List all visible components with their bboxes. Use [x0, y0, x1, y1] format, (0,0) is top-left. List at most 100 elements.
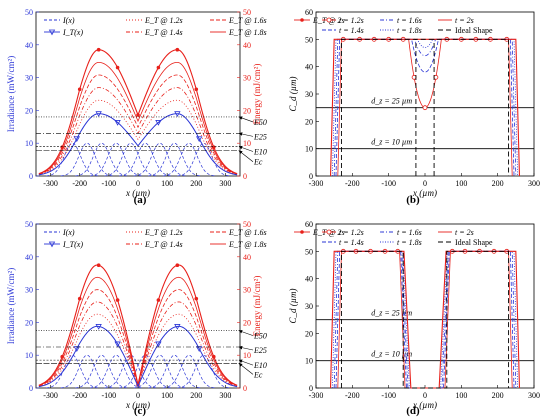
- chart-layer: -300 -200 -100 0 100 200 300010203040500102030…: [6, 8, 540, 410]
- x-tick-label-b: -100: [381, 179, 396, 188]
- x-tick-label-a: 0: [136, 179, 140, 188]
- x-tick-label-c: 0: [136, 391, 140, 400]
- y-tick-label-b: 0: [309, 172, 313, 181]
- energy-marker-a: [211, 145, 216, 150]
- cure-depth-curve-t1.8s-b: [331, 38, 519, 177]
- energy-marker-c: [115, 298, 120, 302]
- threshold-label-E25-c: E25: [253, 346, 267, 355]
- y2-tick-label-a: 50: [243, 8, 251, 17]
- legend-label-d: t = 1.6s: [397, 228, 422, 237]
- y2-tick-label-c: 20: [243, 318, 251, 327]
- irradiance-marker-a: [73, 136, 80, 143]
- x-tick-label-a: 300: [219, 179, 231, 188]
- x-tick-label-a: -200: [72, 179, 87, 188]
- x-tick-label-d: 300: [528, 391, 540, 400]
- irradiance-marker-c: [174, 324, 181, 330]
- x-tick-label-a: 100: [161, 179, 173, 188]
- beamlet-curve-a: [162, 142, 216, 177]
- x-tick-label-a: -100: [102, 179, 117, 188]
- irradiance-marker-c: [114, 341, 121, 348]
- threshold-label-E25-a: E25: [253, 132, 267, 141]
- y-tick-label-c: 10: [25, 351, 33, 360]
- legend-label-d: t = 1.4s: [339, 238, 364, 247]
- plot-frame-b: [315, 11, 535, 177]
- y-axis-label-d: C_d (µm): [288, 289, 298, 324]
- legend-marker-b: [326, 17, 332, 23]
- y-tick-label-d: 10: [305, 357, 313, 366]
- y2-axis-label-a: Energy (mJ/cm²): [252, 64, 262, 125]
- legend-label-a: E_T @ 1.6s: [228, 16, 267, 25]
- y2-tick-label-a: 0: [243, 172, 247, 181]
- energy-marker-c: [194, 296, 199, 301]
- beamlet-curve-a: [104, 142, 157, 177]
- x-tick-label-b: 0: [423, 179, 427, 188]
- x-tick-label-c: 100: [161, 391, 173, 400]
- legend-label-a: E_T @ 1.2s: [144, 16, 183, 25]
- irradiance-marker-c: [196, 346, 203, 353]
- threshold-arrow-E25-c: [238, 345, 254, 351]
- legend-label-b: t = 1.8s: [397, 26, 422, 35]
- legend-label-d: Ideal Shape: [455, 238, 493, 247]
- threshold-label-E10-c: E10: [253, 361, 267, 370]
- legend-marker-c: [48, 241, 56, 248]
- energy-curve-E_T-2s-c: [38, 264, 238, 386]
- y-axis-label-b: C_d (µm): [288, 77, 298, 112]
- energy-marker-c: [77, 296, 82, 301]
- y-tick-label-d: 20: [305, 329, 313, 338]
- energy-marker-a: [175, 47, 180, 52]
- legend-marker-a: [300, 18, 304, 22]
- legend-label-d: t = 1.2s: [339, 228, 364, 237]
- y-tick-label-c: 0: [29, 384, 33, 393]
- legend-marker-c: [300, 230, 304, 234]
- threshold-arrow-E10-c: [238, 359, 254, 366]
- x-tick-label-d: -300: [309, 391, 324, 400]
- irradiance-marker-c: [73, 346, 80, 353]
- energy-curve-E_T-1.2s-c: [38, 313, 238, 388]
- legend-label-a: E_T @ 1.8s: [228, 28, 267, 37]
- y2-tick-label-a: 10: [243, 139, 251, 148]
- y-tick-label-a: 0: [29, 172, 33, 181]
- y2-tick-label-a: 40: [243, 41, 251, 50]
- irradiance-marker-c: [155, 341, 162, 348]
- beamlet-curve-a: [89, 142, 143, 177]
- x-tick-label-a: 200: [190, 179, 202, 188]
- beamlet-curve-a: [148, 142, 201, 177]
- legend-label-b: t = 1.6s: [397, 16, 422, 25]
- y2-axis-label-c: Energy (mJ/cm²): [252, 276, 262, 337]
- x-axis-label-a: x (µm): [125, 188, 150, 198]
- energy-marker-a: [194, 87, 199, 92]
- x-tick-label-c: -200: [72, 391, 87, 400]
- legend-label-c: E_T @ 1.6s: [228, 228, 267, 237]
- y-tick-label-c: 20: [25, 318, 33, 327]
- caption-d: (d): [406, 405, 420, 417]
- legend-label-d: t = 1.8s: [397, 238, 422, 247]
- threshold-arrow-E50-c: [238, 329, 254, 336]
- threshold-arrow-E10-a: [238, 145, 254, 152]
- x-tick-label-c: 200: [190, 391, 202, 400]
- y-tick-label-d: 50: [305, 247, 313, 256]
- threshold-arrow-E50-a: [238, 116, 254, 123]
- energy-curve-E_T-1.4s-c: [38, 301, 238, 388]
- y2-tick-label-c: 10: [243, 351, 251, 360]
- x-tick-label-c: -100: [102, 391, 117, 400]
- x-tick-label-d: -200: [345, 391, 360, 400]
- legend-label-a: I(x): [62, 16, 75, 25]
- irradiance-marker-a: [95, 111, 102, 118]
- x-tick-label-d: 0: [423, 391, 427, 400]
- x-tick-label-c: 300: [219, 391, 231, 400]
- energy-curve-E_T-1.8s-c: [38, 276, 238, 386]
- legend-label-c: E_T @ 1.8s: [228, 240, 267, 249]
- cure-depth-marker-b: [422, 105, 428, 111]
- x-axis-label-b: x (µm): [412, 188, 437, 198]
- x-tick-label-d: -100: [381, 391, 396, 400]
- y2-tick-label-c: 40: [243, 253, 251, 262]
- irradiance-marker-a: [155, 120, 162, 126]
- y-tick-label-a: 30: [25, 74, 33, 83]
- x-tick-label-b: 200: [492, 179, 504, 188]
- energy-marker-a: [136, 113, 140, 117]
- legend-label-c: E_T @ 1.2s: [144, 228, 183, 237]
- beamlet-curve-a: [46, 142, 99, 177]
- energy-curve-E_T-1.6s-a: [38, 74, 238, 175]
- x-axis-label-c: x (µm): [125, 400, 150, 410]
